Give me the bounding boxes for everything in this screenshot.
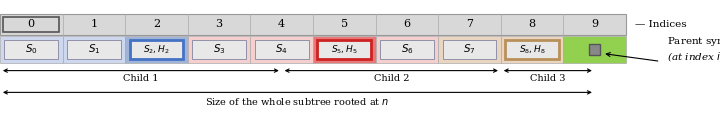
Bar <box>188 36 251 63</box>
Text: Child 3: Child 3 <box>530 74 566 83</box>
Text: $S_1$: $S_1$ <box>88 43 100 56</box>
Bar <box>376 36 438 63</box>
Text: (at index $i$): (at index $i$) <box>667 50 720 63</box>
Bar <box>0 36 63 63</box>
Text: $S_5,H_5$: $S_5,H_5$ <box>331 43 358 56</box>
Text: 6: 6 <box>403 19 410 29</box>
Bar <box>0 14 626 35</box>
Bar <box>380 40 434 59</box>
Bar <box>4 40 58 59</box>
Text: Parent symbol $s$: Parent symbol $s$ <box>667 35 720 48</box>
Bar <box>313 36 376 63</box>
Text: $S_6$: $S_6$ <box>400 43 413 56</box>
Bar <box>589 44 600 55</box>
Bar <box>67 40 121 59</box>
Bar <box>63 36 125 63</box>
Text: $S_8,H_8$: $S_8,H_8$ <box>518 43 546 56</box>
Text: 9: 9 <box>591 19 598 29</box>
Text: 0: 0 <box>28 19 35 29</box>
Text: 8: 8 <box>528 19 536 29</box>
Bar <box>505 40 559 59</box>
Bar <box>318 40 372 59</box>
Bar <box>192 40 246 59</box>
Bar <box>251 36 313 63</box>
Bar <box>443 40 497 59</box>
Bar <box>501 36 564 63</box>
Text: 5: 5 <box>341 19 348 29</box>
Text: 3: 3 <box>215 19 222 29</box>
Bar <box>438 36 501 63</box>
Text: $S_7$: $S_7$ <box>463 43 476 56</box>
Text: 7: 7 <box>466 19 473 29</box>
Text: Child 2: Child 2 <box>374 74 409 83</box>
Bar <box>3 17 60 32</box>
Text: $S_0$: $S_0$ <box>25 43 37 56</box>
Bar <box>255 40 309 59</box>
Bar <box>564 36 626 63</box>
Text: 2: 2 <box>153 19 160 29</box>
Text: $S_2,H_2$: $S_2,H_2$ <box>143 43 170 56</box>
Text: 1: 1 <box>90 19 97 29</box>
Text: Child 1: Child 1 <box>123 74 158 83</box>
Text: Size of the whole subtree rooted at $n$: Size of the whole subtree rooted at $n$ <box>205 96 390 107</box>
Text: — Indices: — Indices <box>636 20 687 29</box>
Bar <box>125 36 188 63</box>
Bar <box>130 40 184 59</box>
Text: 4: 4 <box>278 19 285 29</box>
Text: $S_3$: $S_3$ <box>213 43 225 56</box>
Text: $S_4$: $S_4$ <box>275 43 288 56</box>
